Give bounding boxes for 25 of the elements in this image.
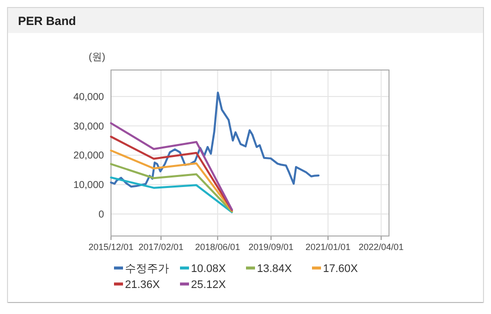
line-series <box>110 150 233 212</box>
y-axis-title: (원) <box>88 52 106 63</box>
x-tick-label: 2022/04/01 <box>358 242 404 252</box>
line-series <box>110 136 233 212</box>
x-tick-label: 2021/01/01 <box>306 242 351 252</box>
chart-title: PER Band <box>18 14 76 28</box>
legend-label: 25.12X <box>191 279 227 291</box>
legend-label: 10.08X <box>191 263 227 275</box>
y-tick-label: 10,000 <box>73 180 104 192</box>
legend-label: 13.84X <box>257 263 293 275</box>
line-series <box>110 122 233 211</box>
line-series <box>110 176 233 214</box>
y-tick-label: 30,000 <box>73 121 104 132</box>
legend-label: 21.36X <box>125 279 161 291</box>
legend-label: 17.60X <box>323 263 359 275</box>
y-tick-label: 40,000 <box>73 92 104 103</box>
x-tick-label: 2019/09/01 <box>248 242 294 252</box>
y-tick-label: 0 <box>98 209 104 220</box>
x-tick-label: 2018/06/01 <box>195 242 240 252</box>
line-series <box>110 163 233 213</box>
y-tick-label: 20,000 <box>73 150 104 162</box>
line-series <box>110 92 320 188</box>
x-tick-label: 2017/02/01 <box>138 242 184 252</box>
x-tick-label: 2015/12/01 <box>88 242 134 252</box>
legend-label: 수정주가 <box>125 263 169 275</box>
